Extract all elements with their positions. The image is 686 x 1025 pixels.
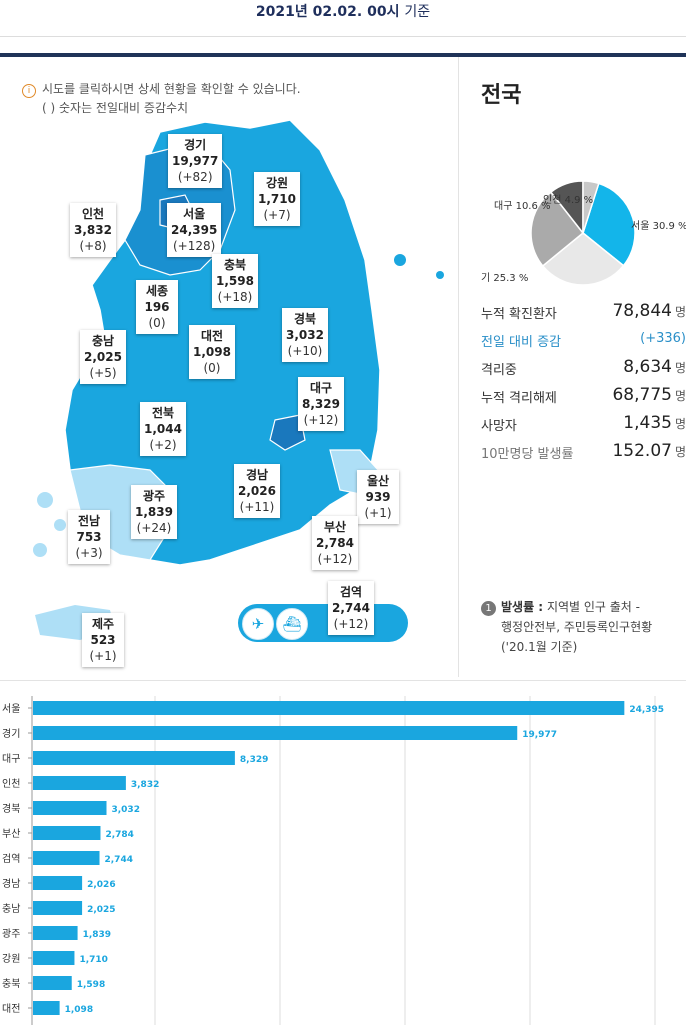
ship-icon[interactable]: ⛴ xyxy=(276,608,308,640)
map-notice: i 시도를 클릭하시면 상세 현황을 확인할 수 있습니다. ( ) 숫자는 전일… xyxy=(22,80,301,118)
region-label-seoul[interactable]: 서울 24,395 (+128) xyxy=(167,203,222,257)
airplane-icon[interactable]: ✈ xyxy=(242,608,274,640)
bar-category-label: 경기 xyxy=(2,727,20,740)
bar-category-label: 대전 xyxy=(2,1003,20,1015)
pie-slice-3 xyxy=(530,191,585,267)
bar[interactable] xyxy=(33,776,126,790)
region-label-gyeongnam[interactable]: 경남 2,026 (+11) xyxy=(234,464,280,518)
bar[interactable] xyxy=(33,901,83,915)
stat-deaths: 사망자 1,435 명 xyxy=(481,413,686,434)
region-label-busan[interactable]: 부산 2,784 (+12) xyxy=(312,516,358,570)
column-divider xyxy=(458,57,459,677)
bar-category-label: 충남 xyxy=(2,903,20,915)
bar[interactable] xyxy=(33,876,83,890)
bar[interactable] xyxy=(33,801,107,815)
island xyxy=(436,271,444,279)
bar-category-label: 서울 xyxy=(2,703,20,715)
bar-category-label: 경남 xyxy=(2,877,20,890)
bar-value-label: 1,598 xyxy=(77,980,105,990)
pie-label: 대구 10.6 % xyxy=(494,200,551,212)
pie-label: 서울 30.9 % xyxy=(631,220,686,232)
bar-category-label: 충북 xyxy=(2,978,20,990)
region-label-gwangju[interactable]: 광주 1,839 (+24) xyxy=(131,485,177,539)
bar-category-label: 광주 xyxy=(2,928,20,940)
bar-category-label: 부산 xyxy=(2,828,20,840)
region-label-gangwon[interactable]: 강원 1,710 (+7) xyxy=(254,172,300,226)
date-text: 2021년 02.02. 00시 기준 xyxy=(255,4,431,20)
bar-value-label: 19,977 xyxy=(522,730,557,740)
bar-value-label: 2,025 xyxy=(87,905,115,915)
bar-value-label: 2,744 xyxy=(105,855,133,865)
region-label-daegu[interactable]: 대구 8,329 (+12) xyxy=(298,377,344,431)
region-label-incheon[interactable]: 인천 3,832 (+8) xyxy=(70,203,116,257)
pie-slice-2 xyxy=(541,232,625,286)
pie-chart: 서울 30.9 %기타 28.3 %기 25.3 %대구 10.6 %인천 4.… xyxy=(481,180,686,286)
bar[interactable] xyxy=(33,726,518,740)
bar-category-label: 경북 xyxy=(2,802,20,815)
panel-title: 전국 xyxy=(481,83,522,108)
footnote-number: 1 xyxy=(481,601,496,616)
island xyxy=(37,492,53,508)
notice-line1: 시도를 클릭하시면 상세 현황을 확인할 수 있습니다. xyxy=(42,82,301,96)
region-label-jeju[interactable]: 제주 523 (+1) xyxy=(82,613,124,667)
bar-value-label: 2,784 xyxy=(105,830,133,840)
stat-isolated: 격리중 8,634 명 xyxy=(481,357,686,378)
footnote: 1 발생률 : 지역별 인구 출처 - 행정안전부, 주민등록인구현황 ('20.… xyxy=(481,597,652,657)
bar[interactable] xyxy=(33,1001,60,1015)
bar[interactable] xyxy=(33,751,235,765)
notice-line2: ( ) 숫자는 전일대비 증감수치 xyxy=(42,101,189,115)
island xyxy=(54,519,66,531)
region-label-sejong[interactable]: 세종 196 (0) xyxy=(136,280,178,334)
header-bar: 2021년 02.02. 00시 기준 xyxy=(0,0,686,37)
section-divider xyxy=(0,680,686,681)
pie-slice-1 xyxy=(582,182,636,267)
stat-cumulative: 누적 확진환자 78,844 명 xyxy=(481,301,686,322)
bar-value-label: 3,032 xyxy=(111,805,139,815)
bar-value-label: 1,710 xyxy=(79,955,107,965)
korea-map xyxy=(33,119,444,640)
pie-label: 인천 4.9 % xyxy=(543,194,593,206)
stat-released: 누적 격리해제 68,775 명 xyxy=(481,385,686,406)
bar[interactable] xyxy=(33,951,75,965)
region-label-ulsan[interactable]: 울산 939 (+1) xyxy=(357,470,399,524)
stats-list: 누적 확진환자 78,844 명 전일 대비 증감 (+336) 격리중 8,634 명 … xyxy=(481,301,686,471)
region-label-quarantine[interactable]: 검역 2,744 (+12) xyxy=(328,581,374,635)
island xyxy=(394,254,406,266)
bar-value-label: 8,329 xyxy=(240,755,268,765)
bar-category-label: 강원 xyxy=(2,953,20,965)
pie-label: 기 25.3 % xyxy=(481,272,528,284)
bar[interactable] xyxy=(33,851,100,865)
bar[interactable] xyxy=(33,976,72,990)
region-label-jeonnam[interactable]: 전남 753 (+3) xyxy=(68,510,110,564)
region-label-jeonbuk[interactable]: 전북 1,044 (+2) xyxy=(140,402,186,456)
bar-chart: 서울 24,395 경기 19,977 대구 8,329 인천 3,832 경북 3,032 부산 2… xyxy=(2,696,664,1025)
bar[interactable] xyxy=(33,926,78,940)
bar-category-label: 인천 xyxy=(2,778,20,790)
bar-value-label: 24,395 xyxy=(629,705,664,715)
region-label-chungbuk[interactable]: 충북 1,598 (+18) xyxy=(212,254,258,308)
bar-value-label: 1,098 xyxy=(65,1005,93,1015)
bar-value-label: 2,026 xyxy=(87,880,115,890)
bar-value-label: 3,832 xyxy=(131,780,159,790)
bar-category-label: 대구 xyxy=(2,753,20,765)
daegu-region[interactable] xyxy=(269,414,306,451)
region-label-daejeon[interactable]: 대전 1,098 (0) xyxy=(189,325,235,379)
region-label-gyeongbuk[interactable]: 경북 3,032 (+10) xyxy=(282,308,328,362)
nav-divider xyxy=(0,53,686,57)
stat-incidence-rate: 10만명당 발생률 152.07 명 xyxy=(481,441,686,462)
bar[interactable] xyxy=(33,826,101,840)
quarantine-button-group[interactable]: ✈ ⛴ xyxy=(238,604,408,642)
region-label-chungnam[interactable]: 충남 2,025 (+5) xyxy=(80,330,126,384)
national-summary-panel: 전국 서울 30.9 %기타 28.3 %기 25.3 %대구 10.6 %인천… xyxy=(459,57,686,677)
bar[interactable] xyxy=(33,701,625,715)
bar-category-label: 검역 xyxy=(2,853,20,865)
island xyxy=(33,543,47,557)
bar-value-label: 1,839 xyxy=(83,930,111,940)
stat-daily-change: 전일 대비 증감 (+336) xyxy=(481,331,686,350)
region-label-gyeonggi[interactable]: 경기 19,977 (+82) xyxy=(168,134,223,188)
pie-slice-5 xyxy=(582,180,600,234)
info-icon: i xyxy=(22,84,36,98)
